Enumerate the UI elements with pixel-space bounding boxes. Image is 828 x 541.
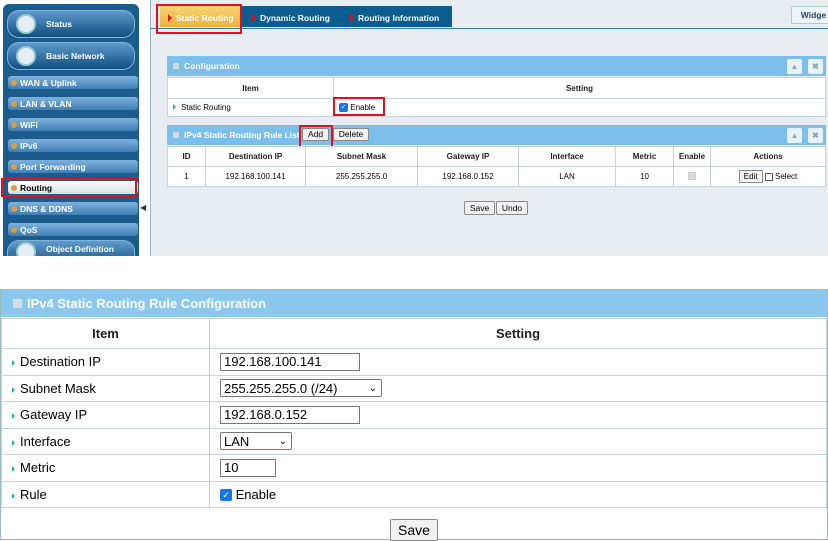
rule-save-button[interactable]: Save xyxy=(390,519,438,541)
panel-icon xyxy=(173,63,179,69)
undo-button[interactable]: Undo xyxy=(496,201,528,215)
rule-config-table: Item Setting Destination IP 192.168.100.14… xyxy=(1,318,827,508)
tab-routing-information[interactable]: Routing Information xyxy=(350,13,439,23)
top-screenshot: Status Basic Network WAN & Uplink LAN & … xyxy=(0,0,828,256)
bullet-icon xyxy=(11,142,17,149)
bullet-icon xyxy=(11,121,17,128)
bullet-icon xyxy=(11,226,17,233)
interface-select[interactable]: LAN ⌄ xyxy=(220,432,292,451)
sidebar-item-routing[interactable]: Routing xyxy=(8,181,138,194)
sidebar-item-lan[interactable]: LAN & VLAN xyxy=(8,97,138,110)
sidebar-item-dns[interactable]: DNS & DDNS xyxy=(8,202,138,215)
arrow-icon xyxy=(12,492,15,499)
arrow-icon xyxy=(252,14,256,22)
arrow-icon xyxy=(173,104,176,110)
rule-list-table: ID Destination IP Subnet Mask Gateway IP… xyxy=(167,146,826,187)
tab-static-routing-label[interactable]: Static Routing xyxy=(168,13,234,23)
chevron-down-icon: ⌄ xyxy=(278,435,287,447)
edit-button[interactable]: Edit xyxy=(738,170,763,183)
destination-ip-input[interactable]: 192.168.100.141 xyxy=(220,352,360,371)
widget-button[interactable]: Widge xyxy=(791,6,828,24)
panel-icon xyxy=(13,299,22,308)
highlight-box xyxy=(333,97,385,116)
subnet-mask-select[interactable]: 255.255.255.0 (/24) ⌄ xyxy=(220,379,382,398)
add-button[interactable]: Add xyxy=(302,128,329,141)
panel-icon xyxy=(173,132,179,138)
rule-config-panel: IPv4 Static Routing Rule Configuration I… xyxy=(0,289,828,541)
collapse-icon[interactable]: ▲ xyxy=(787,128,802,143)
save-button[interactable]: Save xyxy=(464,201,495,215)
static-routing-enable-checkbox[interactable]: ✓ xyxy=(339,103,348,113)
close-icon[interactable]: ✖ xyxy=(808,128,823,143)
bullet-icon xyxy=(11,205,17,212)
sidebar-item-status[interactable]: Status xyxy=(7,10,135,38)
sidebar-item-basic-network[interactable]: Basic Network xyxy=(7,42,135,70)
table-row: 1 192.168.100.141 255.255.255.0 192.168.… xyxy=(167,166,826,187)
sidebar-item-object-definition[interactable]: Object Definition xyxy=(7,240,135,256)
highlight-box xyxy=(1,178,137,197)
status-icon xyxy=(16,14,36,34)
sidebar-item-wifi[interactable]: WiFi xyxy=(8,118,138,131)
sidebar-item-qos[interactable]: QoS xyxy=(8,223,138,236)
sidebar-item-port-forwarding[interactable]: Port Forwarding xyxy=(8,160,138,173)
arrow-icon xyxy=(12,386,15,393)
bullet-icon xyxy=(11,184,17,191)
close-icon[interactable]: ✖ xyxy=(808,59,823,74)
object-icon xyxy=(16,242,36,256)
bullet-icon xyxy=(11,100,17,107)
rule-config-header: IPv4 Static Routing Rule Configuration xyxy=(1,290,827,317)
sidebar-item-wan[interactable]: WAN & Uplink xyxy=(8,76,138,89)
arrow-icon xyxy=(350,14,354,22)
collapse-icon[interactable]: ▲ xyxy=(787,59,802,74)
arrow-icon xyxy=(168,14,172,22)
collapse-arrow-icon[interactable]: ◀ xyxy=(140,203,147,212)
tab-bar xyxy=(240,6,452,27)
row-enable-checkbox xyxy=(688,171,696,180)
chevron-down-icon: ⌄ xyxy=(368,382,377,394)
tab-divider xyxy=(150,28,828,29)
arrow-icon xyxy=(12,413,15,420)
tab-dynamic-routing[interactable]: Dynamic Routing xyxy=(252,13,330,23)
delete-button[interactable]: Delete xyxy=(333,128,369,141)
arrow-icon xyxy=(12,466,15,473)
gateway-ip-input[interactable]: 192.168.0.152 xyxy=(220,405,360,424)
highlight-box xyxy=(156,4,242,34)
sidebar-item-ipv6[interactable]: IPv6 xyxy=(8,139,138,152)
tab-static-routing[interactable] xyxy=(160,6,240,27)
bullet-icon xyxy=(11,79,17,86)
rule-enable-checkbox[interactable]: ✓ xyxy=(220,489,232,502)
arrow-icon xyxy=(12,360,15,367)
rule-list-panel-header: IPv4 Static Routing Rule List ▲ ✖ xyxy=(167,125,826,145)
config-table: Item Setting Static Routing ✓ Enable xyxy=(167,77,826,117)
config-panel-header: Configuration ▲ ✖ xyxy=(167,56,826,76)
globe-icon xyxy=(16,46,36,66)
metric-input[interactable]: 10 xyxy=(220,458,276,477)
select-checkbox[interactable] xyxy=(764,172,773,181)
arrow-icon xyxy=(12,439,15,446)
sidebar: Status Basic Network WAN & Uplink LAN & … xyxy=(3,4,139,256)
bullet-icon xyxy=(11,163,17,170)
